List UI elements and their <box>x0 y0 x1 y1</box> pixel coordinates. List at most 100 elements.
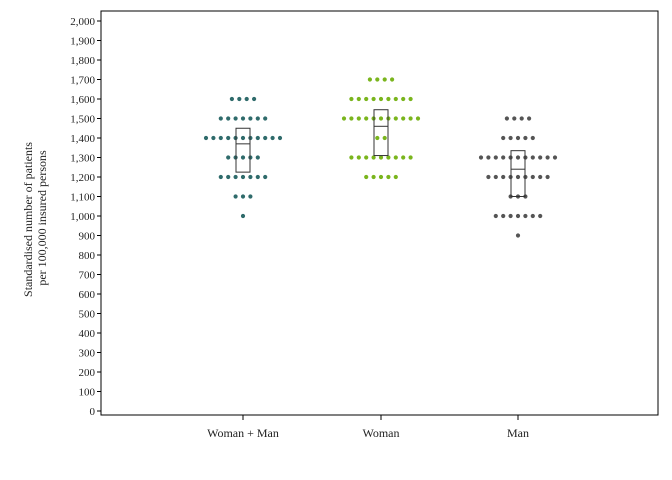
data-point <box>393 96 398 102</box>
data-point <box>371 174 376 180</box>
data-point <box>378 116 384 121</box>
data-point <box>371 155 376 160</box>
data-point <box>240 194 246 199</box>
data-point <box>530 135 535 141</box>
data-point <box>378 155 384 160</box>
data-point <box>263 116 268 121</box>
data-point <box>226 135 231 141</box>
data-point <box>408 96 413 102</box>
data-point <box>356 116 361 121</box>
data-point <box>378 96 384 102</box>
data-point <box>523 135 528 141</box>
y-tick-label: 1,900 <box>70 36 95 48</box>
data-point <box>341 116 347 121</box>
data-point <box>240 174 246 180</box>
data-point <box>252 96 257 102</box>
data-point <box>515 233 521 238</box>
y-axis-title-line-2: per 100,000 insured persons <box>35 150 49 286</box>
y-tick-label: 300 <box>79 348 96 360</box>
data-point <box>375 135 380 141</box>
data-point <box>233 174 238 180</box>
data-point <box>255 174 260 180</box>
data-point <box>512 116 517 121</box>
data-point <box>226 116 231 121</box>
data-point <box>382 135 387 141</box>
data-point <box>233 194 238 199</box>
data-point <box>386 155 391 160</box>
data-point <box>530 155 535 160</box>
data-point <box>364 116 369 121</box>
data-point <box>270 135 275 141</box>
x-category-label: Woman + Man <box>207 426 279 440</box>
data-point <box>203 135 209 141</box>
data-point <box>248 116 253 121</box>
data-point <box>349 116 354 121</box>
y-tick-label: 0 <box>90 406 96 418</box>
data-point <box>493 213 498 219</box>
y-tick-label: 1,400 <box>70 133 95 145</box>
data-point <box>386 174 391 180</box>
data-point <box>552 155 558 160</box>
y-tick-label: 400 <box>79 328 96 340</box>
data-point <box>538 174 543 180</box>
data-point <box>545 155 550 160</box>
data-point <box>244 96 249 102</box>
data-point <box>515 174 521 180</box>
y-tick-label: 900 <box>79 231 96 243</box>
y-axis-title-line-1: Standardised number of patients <box>21 142 35 297</box>
data-point <box>226 174 231 180</box>
data-point <box>538 155 543 160</box>
data-point <box>255 116 260 121</box>
series-group <box>478 116 558 238</box>
data-point <box>501 135 506 141</box>
y-tick-label: 700 <box>79 270 96 282</box>
y-tick-label: 200 <box>79 367 96 379</box>
data-point <box>226 155 231 160</box>
y-tick-label: 1,100 <box>70 192 95 204</box>
data-point <box>501 174 506 180</box>
data-point <box>356 96 361 102</box>
y-tick-label: 1,300 <box>70 153 95 165</box>
data-point <box>486 155 491 160</box>
y-axis-ticks: 0 100 200 300 400 500 600 700 800 900 1,000 1,100 1,… <box>70 16 101 418</box>
y-tick-label: 1,200 <box>70 172 95 184</box>
x-category-label: Woman <box>362 426 399 440</box>
data-point <box>393 116 398 121</box>
data-point <box>237 96 242 102</box>
data-point <box>364 96 369 102</box>
y-tick-label: 1,700 <box>70 75 95 87</box>
y-tick-label: 1,600 <box>70 94 95 106</box>
data-point <box>501 213 506 219</box>
data-point <box>393 174 398 180</box>
data-point <box>515 135 521 141</box>
data-point <box>263 135 268 141</box>
data-point <box>408 155 413 160</box>
data-point <box>240 155 246 160</box>
data-point <box>504 116 509 121</box>
data-point <box>386 96 391 102</box>
data-point <box>349 155 354 160</box>
data-point <box>408 116 413 121</box>
data-point <box>240 135 246 141</box>
data-point <box>527 116 532 121</box>
data-point <box>367 77 372 82</box>
data-point <box>415 116 421 121</box>
data-point <box>218 135 223 141</box>
y-tick-label: 500 <box>79 309 96 321</box>
data-point <box>486 174 491 180</box>
data-point <box>508 213 513 219</box>
data-point <box>378 174 384 180</box>
data-point <box>356 155 361 160</box>
y-tick-label: 1,000 <box>70 211 95 223</box>
data-point <box>233 116 238 121</box>
data-point <box>218 174 223 180</box>
data-point <box>211 135 216 141</box>
y-tick-label: 600 <box>79 289 96 301</box>
y-axis-title: Standardised number of patients per 100,… <box>21 139 49 297</box>
series-group <box>203 96 283 219</box>
data-point <box>530 213 535 219</box>
data-point <box>523 213 528 219</box>
iqr-box <box>373 109 389 157</box>
series-group <box>341 77 421 180</box>
